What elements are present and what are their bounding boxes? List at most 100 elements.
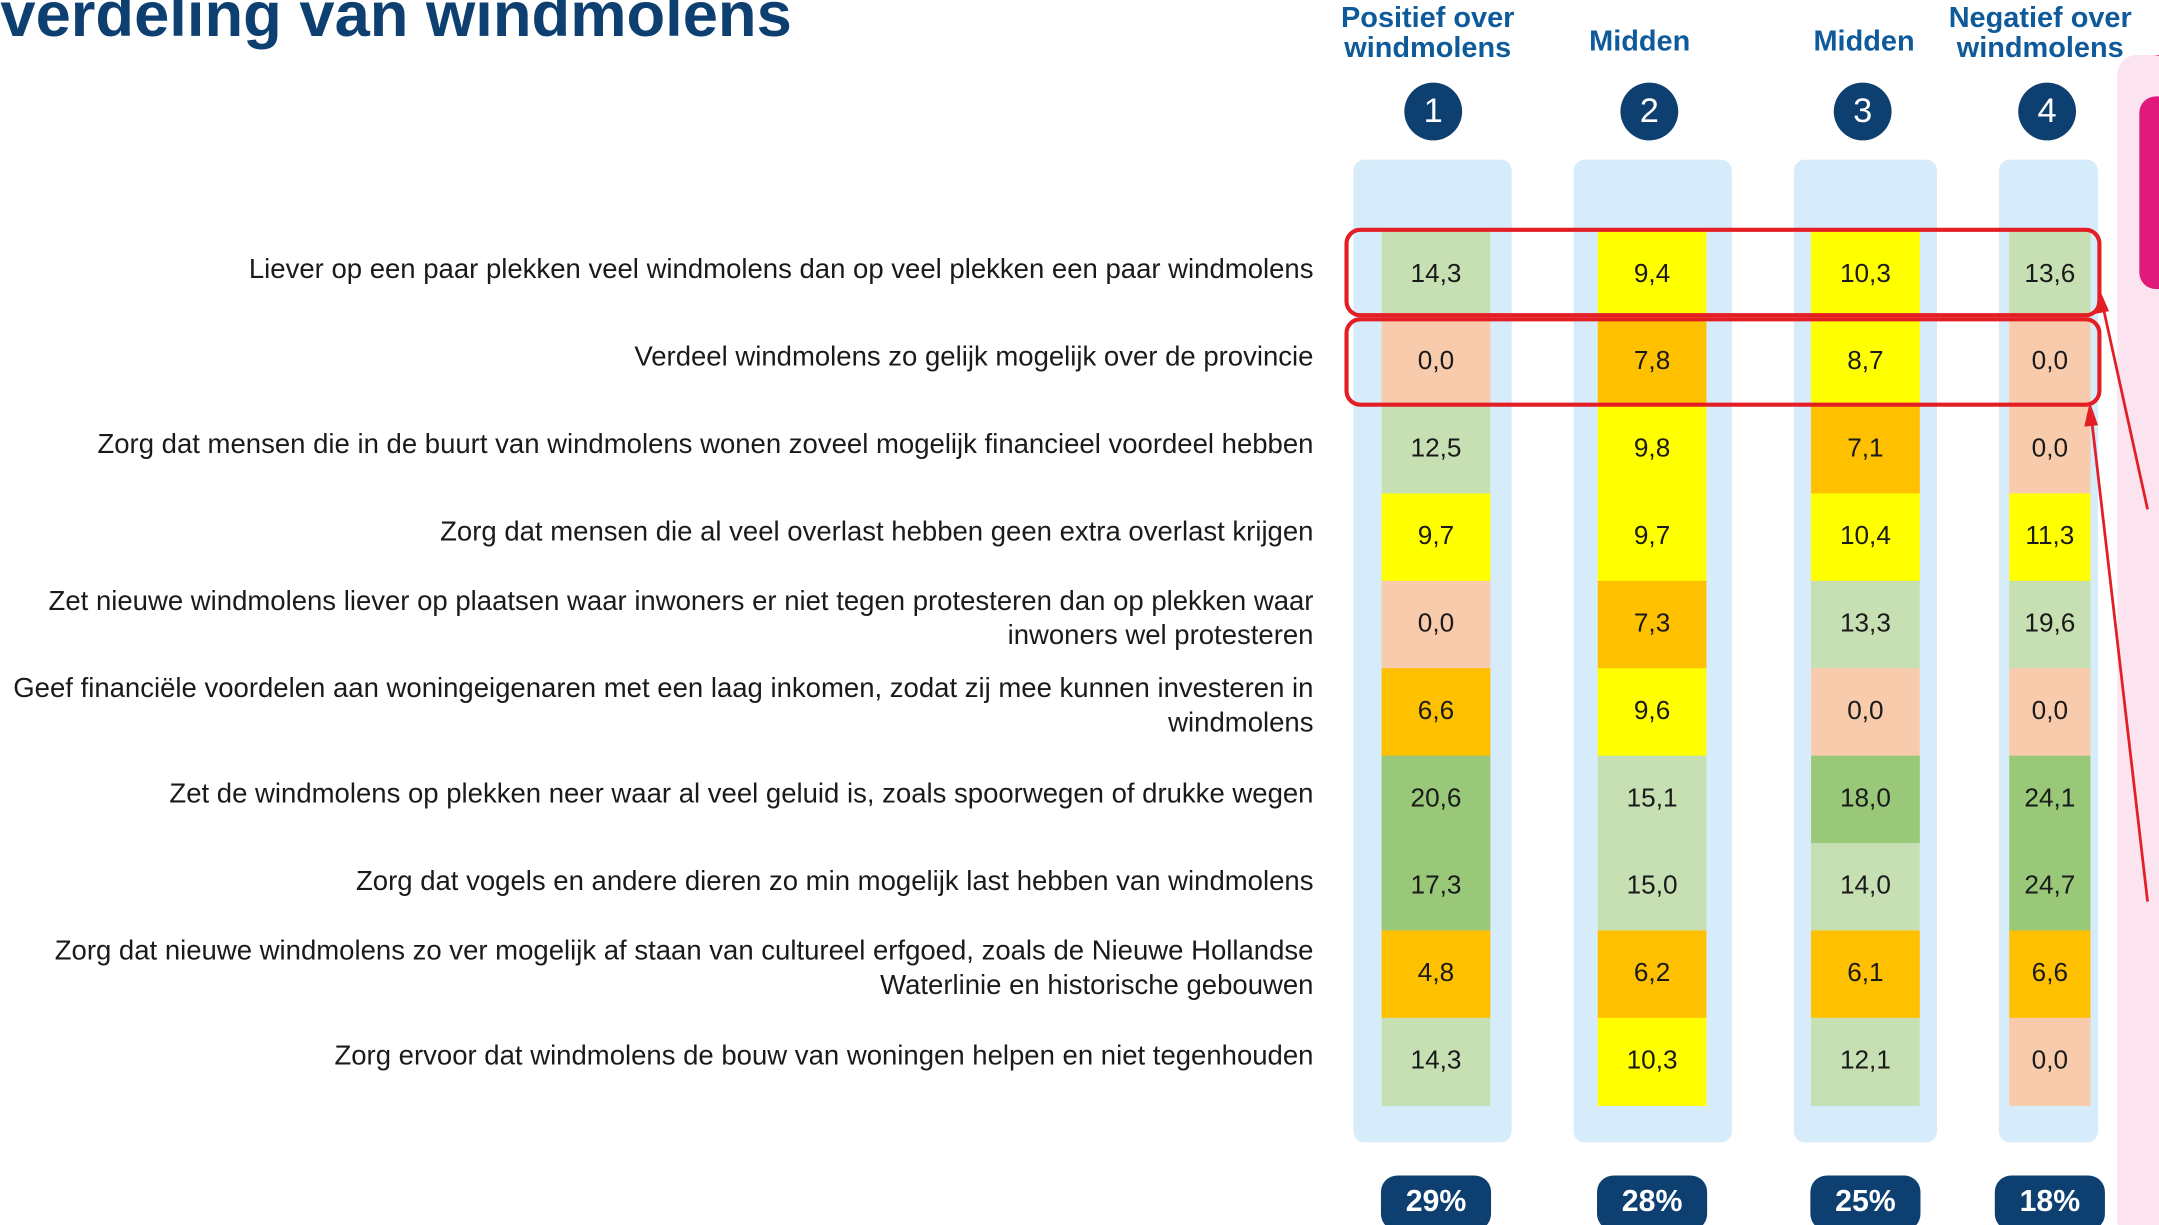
column-number: 2 <box>1640 92 1659 130</box>
column-header: Midden <box>1589 25 1690 57</box>
column-header: windmolens <box>1343 32 1511 64</box>
cell-value: 7,1 <box>1847 433 1883 463</box>
cell-value: 6,1 <box>1847 957 1883 987</box>
cell-value: 7,3 <box>1634 607 1670 637</box>
column-number-badge <box>2018 82 2077 141</box>
cell-value: 11,3 <box>2025 520 2074 550</box>
cell-value: 17,3 <box>1411 870 1462 900</box>
row-label: Zet nieuwe windmolens liever op plaatsen… <box>49 585 1314 616</box>
arrow-line <box>2089 415 2149 902</box>
cell-value: 4,8 <box>1418 957 1454 987</box>
heat-cell <box>1597 231 1707 320</box>
cell-value: 9,7 <box>1634 520 1670 550</box>
column-number-badge <box>1833 82 1892 141</box>
share-badge <box>1380 1175 1492 1225</box>
cell-value: 0,0 <box>2032 433 2068 463</box>
row-label: Geef financiële voordelen aan woningeige… <box>13 672 1313 703</box>
column-header: windmolens <box>1956 32 2124 64</box>
heat-cell <box>2009 930 2091 1019</box>
row-label: Waterlinie en historische gebouwen <box>880 969 1313 1000</box>
heat-cell <box>2009 755 2091 844</box>
arrow-head <box>2095 289 2110 314</box>
heat-cell <box>1381 1017 1491 1106</box>
highlight-frame <box>1344 317 2102 407</box>
cell-value: 14,3 <box>1411 1044 1462 1074</box>
cell-value: 0,0 <box>2032 345 2068 375</box>
heat-cell <box>1381 930 1491 1019</box>
cell-value: 9,6 <box>1634 695 1670 725</box>
arrow-line <box>2100 302 2149 510</box>
heat-cell <box>1811 1017 1920 1106</box>
share-badge <box>1810 1175 1921 1225</box>
heat-cell <box>1811 930 1920 1019</box>
cell-value: 0,0 <box>1418 345 1454 375</box>
heat-cell <box>1381 580 1491 669</box>
side-tab <box>2139 96 2159 290</box>
heat-cell <box>2009 231 2091 320</box>
column-number: 1 <box>1424 92 1443 130</box>
heat-cell <box>1381 231 1491 320</box>
heat-cell <box>1811 843 1920 932</box>
column-number-badge <box>1404 82 1463 141</box>
cell-value: 9,8 <box>1634 433 1670 463</box>
column-header: Positief over <box>1341 2 1514 34</box>
heat-cell <box>1597 493 1707 582</box>
column-header: Midden <box>1813 25 1914 57</box>
heat-cell <box>1811 318 1920 407</box>
side-panel <box>2117 55 2159 1225</box>
highlight-frame <box>1344 227 2102 318</box>
page-title: verdeling van windmolens <box>0 0 791 50</box>
cell-value: 14,3 <box>1411 258 1462 288</box>
column-header: Negatief over <box>1949 2 2132 34</box>
row-label: Zorg ervoor dat windmolens de bouw van w… <box>334 1040 1313 1071</box>
row-label: Liever op een paar plekken veel windmole… <box>249 253 1314 284</box>
heat-cell <box>1597 755 1707 844</box>
cell-value: 15,0 <box>1627 870 1678 900</box>
row-label: Zorg dat mensen die al veel overlast heb… <box>440 515 1313 546</box>
heat-cell <box>2009 406 2091 495</box>
heat-cell <box>2009 493 2091 582</box>
heat-cell <box>2009 580 2091 669</box>
cell-value: 0,0 <box>2032 695 2068 725</box>
heat-cell <box>1811 493 1920 582</box>
cell-value: 18,0 <box>1840 782 1891 812</box>
heat-cell <box>1811 755 1920 844</box>
cell-value: 0,0 <box>1418 607 1454 637</box>
share-label: 28% <box>1622 1185 1683 1218</box>
cell-value: 14,0 <box>1840 870 1891 900</box>
row-label: Zorg dat nieuwe windmolens zo ver mogeli… <box>55 934 1314 965</box>
share-badge <box>1994 1175 2105 1225</box>
share-label: 25% <box>1835 1185 1896 1218</box>
row-label: Zorg dat vogels en andere dieren zo min … <box>356 865 1313 896</box>
cell-value: 12,1 <box>1840 1044 1891 1074</box>
cell-value: 13,3 <box>1840 607 1891 637</box>
heat-cell <box>2009 668 2091 757</box>
row-label: Zet de windmolens op plekken neer waar a… <box>169 777 1313 808</box>
cell-value: 8,7 <box>1847 345 1883 375</box>
cell-value: 24,1 <box>2024 782 2075 812</box>
heat-cell <box>1811 668 1920 757</box>
heat-cell <box>1381 668 1491 757</box>
heat-cell <box>1597 580 1707 669</box>
column-number-badge <box>1620 82 1679 141</box>
heat-cell <box>1381 755 1491 844</box>
arrow-head <box>2084 401 2099 427</box>
cell-value: 24,7 <box>2024 870 2075 900</box>
heat-cell <box>1597 930 1707 1019</box>
share-label: 29% <box>1406 1185 1467 1218</box>
cell-value: 13,6 <box>2024 258 2075 288</box>
cell-value: 6,2 <box>1634 957 1670 987</box>
column-number: 3 <box>1853 92 1872 130</box>
heat-cell <box>1811 231 1920 320</box>
cell-value: 9,7 <box>1418 520 1454 550</box>
heat-cell <box>1597 843 1707 932</box>
heat-cell <box>1597 668 1707 757</box>
share-badge <box>1597 1175 1708 1225</box>
cell-value: 6,6 <box>2032 957 2068 987</box>
heat-cell <box>1381 318 1491 407</box>
heat-cell <box>2009 843 2091 932</box>
share-label: 18% <box>2020 1185 2081 1218</box>
cell-value: 15,1 <box>1627 782 1678 812</box>
heat-cell <box>1597 406 1707 495</box>
